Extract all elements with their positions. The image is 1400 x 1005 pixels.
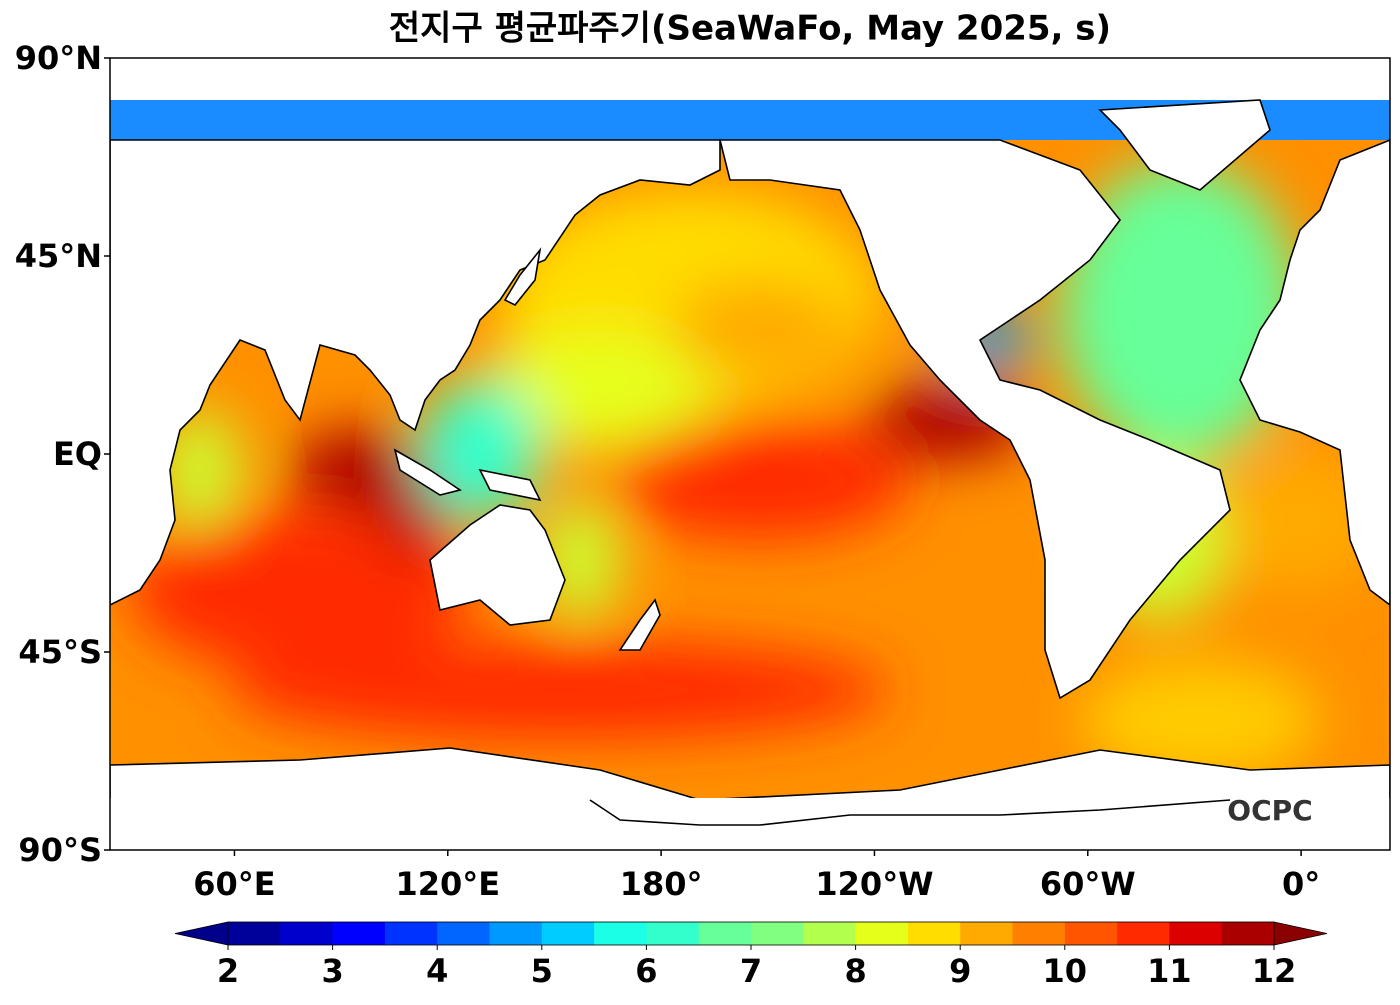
colorbar-tick-label: 4	[426, 952, 448, 990]
colorbar-tick-label: 7	[740, 952, 762, 990]
coastline	[589, 799, 1231, 826]
land	[503, 247, 542, 307]
land	[1098, 99, 1271, 191]
lon-tick-label: 60°W	[1040, 865, 1136, 903]
land	[429, 504, 566, 626]
colorbar-bin	[594, 922, 647, 945]
lon-tick-label: 120°W	[815, 865, 933, 903]
colorbar-bin	[280, 922, 334, 945]
colorbar-bin	[803, 922, 857, 945]
colorbar-bin	[960, 922, 1013, 945]
land	[393, 448, 462, 496]
land	[110, 139, 721, 606]
lon-tick-label: 60°E	[193, 865, 275, 903]
colorbar-bin	[437, 922, 490, 945]
colorbar-tick-label: 8	[844, 952, 866, 990]
colorbar-bin	[541, 922, 595, 945]
colorbar-tick-label: 9	[949, 952, 971, 990]
colorbar-bin	[384, 922, 438, 945]
colorbar-bin	[751, 922, 804, 945]
lon-tick-label: 180°	[620, 865, 703, 903]
lon-tick-label: 120°E	[395, 865, 500, 903]
colorbar-bin	[698, 922, 752, 945]
colorbar-tick-label: 12	[1252, 952, 1297, 990]
colorbar-bin	[646, 922, 700, 945]
colorbar-tick-label: 3	[321, 952, 343, 990]
colorbar-bin	[1221, 922, 1275, 945]
lat-tick-label: 90°S	[18, 831, 102, 869]
land	[718, 139, 1231, 700]
land	[478, 468, 542, 502]
field-shading	[130, 160, 1380, 780]
no-data-area	[110, 798, 1390, 850]
colorbar-over	[1273, 921, 1328, 946]
lat-tick-label: 45°S	[18, 633, 102, 671]
lat-tick-label: EQ	[53, 435, 102, 473]
map-title: 전지구 평균파주기(SeaWaFo, May 2025, s)	[389, 9, 1111, 49]
colorbar-bin	[1012, 922, 1066, 945]
colorbar-bin	[332, 922, 386, 945]
map-area	[110, 99, 1390, 850]
colorbar-bin	[228, 922, 281, 945]
colorbar-bin	[855, 922, 909, 945]
lat-tick-label: 45°N	[15, 237, 102, 275]
colorbar-bin	[1169, 922, 1223, 945]
colorbar-bin	[1117, 922, 1170, 945]
colorbar-tick-label: 6	[635, 952, 657, 990]
colorbar-bin	[907, 922, 961, 945]
colorbar-tick-label: 2	[217, 952, 239, 990]
colorbar-bin	[1064, 922, 1118, 945]
land	[618, 598, 661, 651]
colorbar-tick-label: 11	[1147, 952, 1192, 990]
lon-tick-label: 0°	[1282, 865, 1320, 903]
colorbar-bin	[489, 922, 543, 945]
colorbar-tick-label: 10	[1043, 952, 1088, 990]
land	[1239, 139, 1390, 606]
colorbar-under	[174, 921, 229, 946]
lat-tick-label: 90°N	[15, 39, 102, 77]
colorbar-tick-label: 5	[531, 952, 553, 990]
logo: OCPC	[1227, 794, 1312, 827]
